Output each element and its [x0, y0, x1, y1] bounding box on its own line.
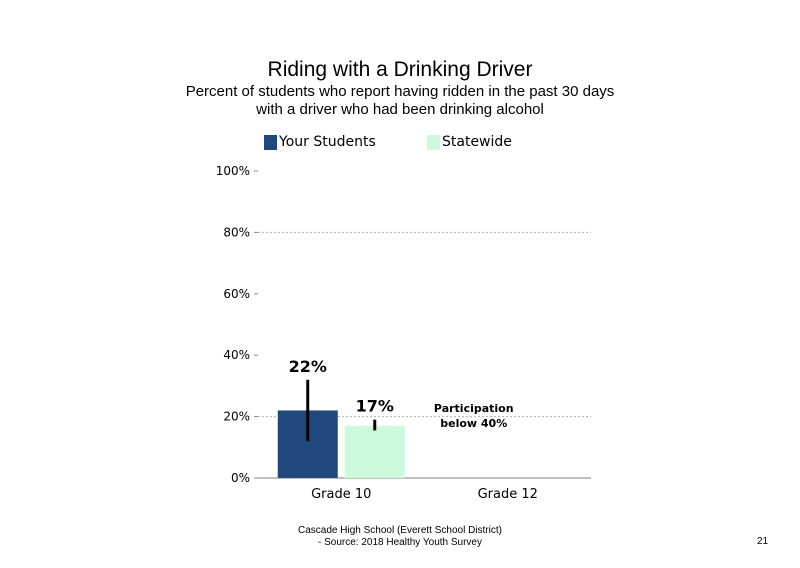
x-category-label-0: Grade 10 [311, 487, 371, 502]
y-tick-label-40: 40% [223, 348, 250, 362]
footer-line-1: Cascade High School (Everett School Dist… [298, 525, 502, 536]
data-label-1-0: 17% [356, 397, 394, 416]
x-category-label-1: Grade 12 [478, 487, 538, 502]
y-tick-label-20: 20% [223, 410, 250, 424]
subtitle-line-1: Percent of students who report having ri… [185, 83, 615, 100]
legend-label-your-students: Your Students [279, 134, 376, 150]
chart-title: Riding with a Drinking Driver [267, 58, 533, 81]
footer-source: Cascade High School (Everett School Dist… [250, 525, 550, 549]
legend-swatch-statewide [427, 134, 440, 150]
legend-swatch-your-students [264, 134, 277, 150]
y-tick-label-0: 0% [231, 471, 250, 485]
data-label-0-0: 22% [289, 357, 327, 376]
chart-subtitle: Percent of students who report having ri… [0, 83, 800, 119]
annotation-line-0: Participation [434, 402, 514, 415]
annotation-line-1: below 40% [440, 417, 507, 430]
legend-item-your-students: Your Students [264, 134, 376, 150]
legend-label-statewide: Statewide [442, 134, 512, 150]
legend-item-statewide: Statewide [427, 134, 512, 150]
footer-line-2: - Source: 2018 Healthy Youth Survey [318, 537, 482, 548]
page-number: 21 [757, 536, 769, 547]
subtitle-line-2: with a driver who had been drinking alco… [256, 101, 544, 118]
bar-1-0 [344, 425, 405, 478]
y-tick-label-100: 100% [216, 164, 250, 178]
y-tick-label-80: 80% [223, 225, 250, 239]
y-tick-label-60: 60% [223, 287, 250, 301]
